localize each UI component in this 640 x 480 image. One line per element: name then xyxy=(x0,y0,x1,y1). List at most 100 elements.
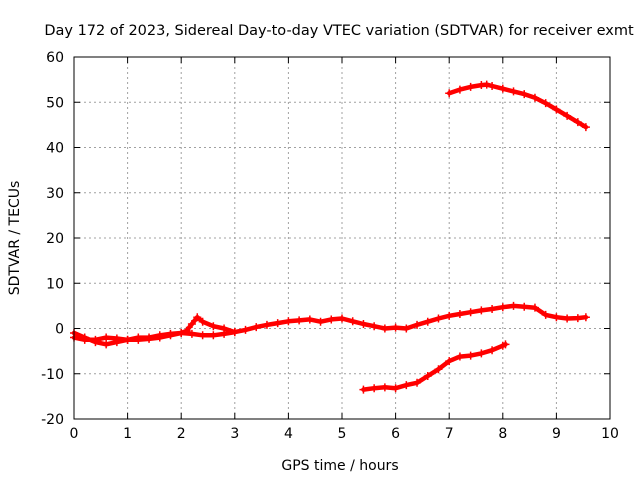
data-point xyxy=(102,333,111,342)
data-point xyxy=(530,303,539,312)
data-point xyxy=(455,310,464,319)
data-point xyxy=(402,324,411,333)
data-point xyxy=(541,310,550,319)
data-point xyxy=(413,378,422,387)
data-point xyxy=(552,105,561,114)
data-point xyxy=(434,365,443,374)
data-point xyxy=(241,325,250,334)
x-tick-label: 6 xyxy=(391,426,400,442)
data-point xyxy=(348,317,357,326)
data-point xyxy=(488,81,497,90)
data-point xyxy=(455,352,464,361)
data-point xyxy=(520,302,529,311)
y-tick-label: 50 xyxy=(46,95,64,111)
data-point xyxy=(102,340,111,349)
data-point xyxy=(145,333,154,342)
data-point xyxy=(338,314,346,323)
data-point xyxy=(498,84,507,93)
data-point xyxy=(498,303,507,312)
data-point xyxy=(359,319,368,328)
data-point xyxy=(209,322,218,331)
data-point xyxy=(209,331,218,340)
data-point xyxy=(273,319,282,328)
y-tick-label: 60 xyxy=(46,50,64,66)
data-point xyxy=(252,323,261,332)
tick-labels: 0 1 2 3 4 5 6 7 8 9 10 -20 -10 0 10 20 30 40 50 60 xyxy=(41,50,619,442)
y-tick-label: -10 xyxy=(41,367,64,383)
data-point xyxy=(423,317,432,326)
data-point xyxy=(509,87,518,96)
data-point xyxy=(370,322,379,331)
x-tick-label: 8 xyxy=(498,426,507,442)
data-point xyxy=(187,319,196,328)
data-point xyxy=(466,351,475,360)
data-point xyxy=(123,335,132,344)
series-line-track-c xyxy=(446,82,589,130)
data-point xyxy=(134,333,143,342)
data-point xyxy=(434,314,443,323)
x-axis-label: GPS time / hours xyxy=(281,458,398,474)
data-point xyxy=(423,372,432,381)
data-point xyxy=(198,317,207,326)
data-point xyxy=(581,313,590,322)
data-point xyxy=(166,329,175,338)
data-point xyxy=(445,357,454,366)
data-point xyxy=(220,324,229,333)
y-tick-label: 10 xyxy=(46,276,64,292)
data-point xyxy=(488,305,497,314)
data-point xyxy=(482,80,491,89)
y-tick-label: 40 xyxy=(46,141,64,157)
data-point xyxy=(316,317,325,326)
data-point xyxy=(284,317,293,326)
series-line-track-d xyxy=(361,342,508,392)
data-point xyxy=(177,329,186,338)
x-tick-label: 7 xyxy=(445,426,454,442)
data-point xyxy=(187,329,196,338)
y-tick-label: 20 xyxy=(46,231,64,247)
data-point xyxy=(530,93,539,102)
grid xyxy=(74,57,610,419)
x-tick-label: 5 xyxy=(338,426,347,442)
data-point xyxy=(112,338,121,347)
data-point xyxy=(520,90,529,99)
data-point xyxy=(155,331,164,340)
data-point xyxy=(327,315,336,324)
data-point xyxy=(573,118,582,127)
data-point xyxy=(552,313,561,322)
y-tick-label: 30 xyxy=(46,186,64,202)
x-tick-label: 10 xyxy=(601,426,619,442)
y-tick-label: 0 xyxy=(55,322,64,338)
data-point xyxy=(563,111,572,120)
data-point xyxy=(380,383,389,392)
data-point xyxy=(541,99,550,108)
y-tick-label: -20 xyxy=(41,412,64,428)
data-point xyxy=(295,316,304,325)
data-series xyxy=(70,80,590,394)
data-point xyxy=(477,349,486,358)
data-point xyxy=(305,315,314,324)
data-point xyxy=(413,320,422,329)
axis-ticks xyxy=(73,56,611,420)
data-point xyxy=(445,89,454,98)
data-point xyxy=(455,85,464,94)
data-point xyxy=(509,301,518,310)
data-point xyxy=(477,306,486,315)
data-point xyxy=(262,320,271,329)
x-tick-label: 1 xyxy=(123,426,132,442)
data-point xyxy=(182,326,191,335)
data-point xyxy=(581,123,590,132)
data-point xyxy=(380,324,389,333)
x-tick-label: 2 xyxy=(177,426,186,442)
data-point xyxy=(466,82,475,91)
data-point xyxy=(501,340,510,349)
x-tick-label: 4 xyxy=(284,426,293,442)
data-point xyxy=(230,328,239,337)
data-point xyxy=(391,384,400,393)
series-line-track-a xyxy=(71,303,589,343)
chart-title: Day 172 of 2023, Sidereal Day-to-day VTE… xyxy=(44,23,634,39)
data-point xyxy=(80,333,89,342)
data-point xyxy=(563,314,572,323)
data-point xyxy=(391,323,400,332)
data-point xyxy=(488,346,497,355)
